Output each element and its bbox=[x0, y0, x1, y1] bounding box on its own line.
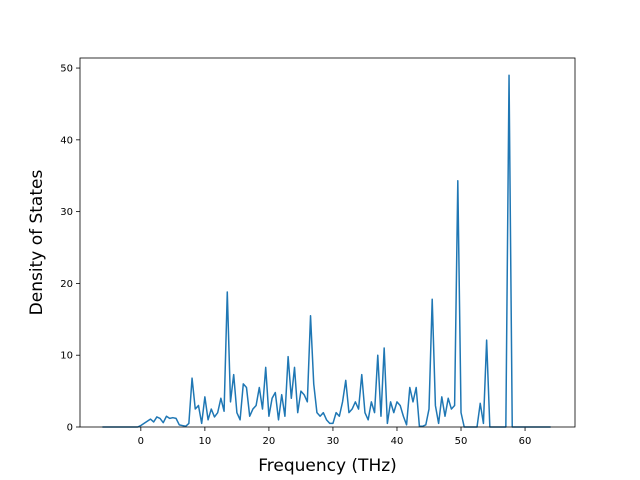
x-tick-label: 10 bbox=[199, 436, 212, 447]
y-axis-label: Density of States bbox=[27, 170, 47, 316]
plot-frame bbox=[79, 57, 576, 428]
x-tick-label: 30 bbox=[327, 436, 340, 447]
y-tick-label: 20 bbox=[60, 279, 73, 290]
y-tick-label: 10 bbox=[60, 351, 73, 362]
data-line bbox=[102, 74, 551, 428]
x-tick-label: 50 bbox=[455, 436, 468, 447]
y-tick-label: 50 bbox=[60, 64, 73, 75]
x-tick-label: 60 bbox=[519, 436, 532, 447]
x-tick-label: 40 bbox=[391, 436, 404, 447]
y-tick-label: 30 bbox=[60, 207, 73, 218]
x-tick-label: 0 bbox=[138, 436, 144, 447]
y-tick-label: 0 bbox=[67, 423, 73, 434]
x-tick-label: 20 bbox=[263, 436, 276, 447]
x-axis-label: Frequency (THz) bbox=[258, 456, 397, 476]
y-tick-label: 40 bbox=[60, 135, 73, 146]
